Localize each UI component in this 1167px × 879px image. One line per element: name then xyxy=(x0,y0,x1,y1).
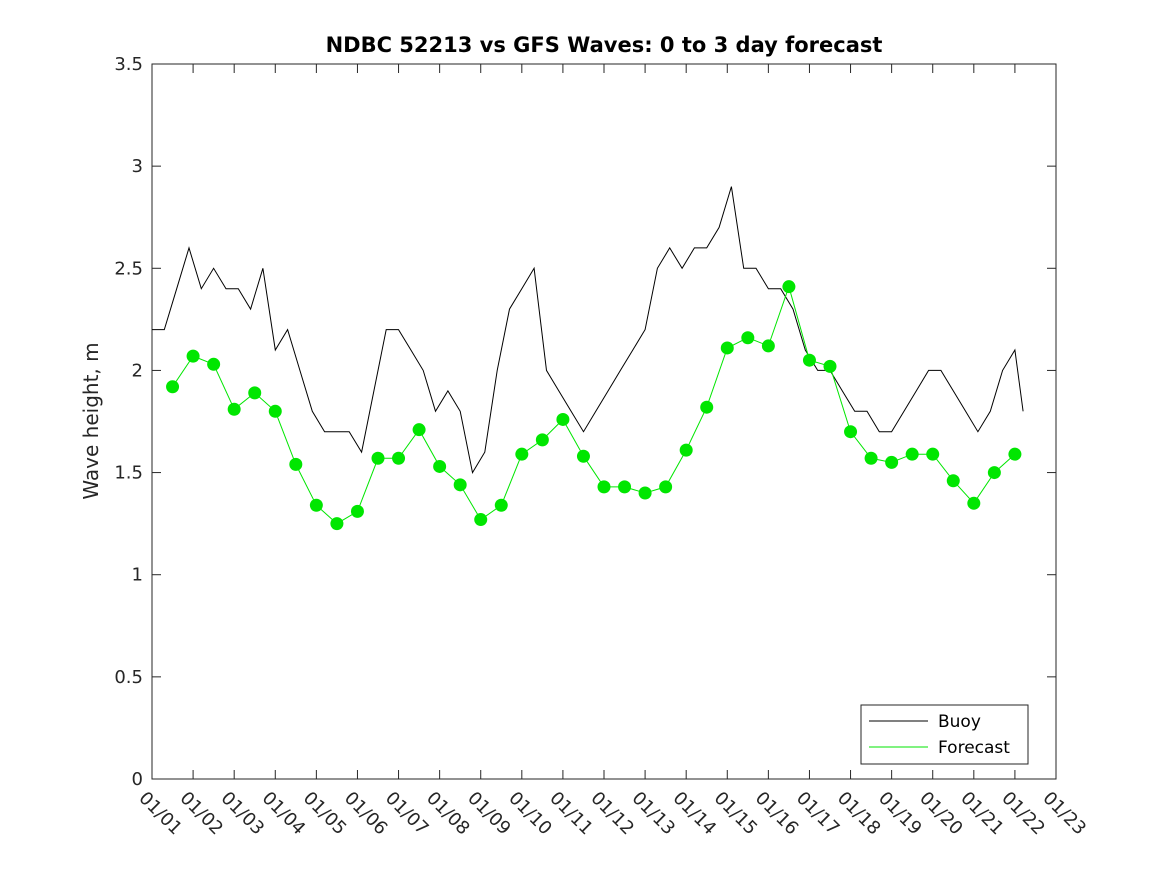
series-layer xyxy=(152,186,1024,531)
forecast-point xyxy=(166,380,180,394)
forecast-point xyxy=(350,504,364,518)
y-tick-label: 3.5 xyxy=(114,54,143,75)
forecast-point xyxy=(330,517,344,531)
y-tick-label: 3 xyxy=(132,156,143,177)
forecast-point xyxy=(535,433,549,447)
y-tick-label: 2 xyxy=(132,360,143,381)
legend-box xyxy=(860,704,1029,765)
forecast-point xyxy=(392,451,406,465)
forecast-point xyxy=(207,357,221,371)
forecast-point xyxy=(679,443,693,457)
y-tick-label: 1 xyxy=(132,565,143,586)
legend-label-forecast: Forecast xyxy=(938,738,1010,758)
forecast-point xyxy=(433,459,447,473)
forecast-point xyxy=(967,496,981,510)
y-tick-label: 1.5 xyxy=(114,463,143,484)
forecast-point xyxy=(720,341,734,355)
forecast-point xyxy=(268,404,282,418)
forecast-point xyxy=(1008,447,1022,461)
forecast-point xyxy=(926,447,940,461)
forecast-point xyxy=(761,339,775,353)
forecast-point xyxy=(659,480,673,494)
y-tick-label: 2.5 xyxy=(114,258,143,279)
forecast-point xyxy=(515,447,529,461)
y-tick-label: 0 xyxy=(132,769,143,790)
forecast-point xyxy=(823,359,837,373)
forecast-point xyxy=(186,349,200,363)
forecast-point xyxy=(494,498,508,512)
forecast-point xyxy=(248,386,262,400)
forecast-point xyxy=(885,455,899,469)
legend: Buoy Forecast xyxy=(860,704,1029,765)
plot-area xyxy=(151,63,1057,780)
y-axis-label: Wave height, m xyxy=(79,342,103,499)
forecast-point xyxy=(576,449,590,463)
forecast-point xyxy=(412,423,426,437)
forecast-point xyxy=(289,457,303,471)
forecast-point xyxy=(864,451,878,465)
forecast-point xyxy=(741,331,755,345)
forecast-point xyxy=(987,466,1001,480)
forecast-point xyxy=(618,480,632,494)
legend-label-buoy: Buoy xyxy=(938,712,981,732)
forecast-point xyxy=(371,451,385,465)
forecast-point xyxy=(309,498,323,512)
y-axis: 0 0.5 1 1.5 2 2.5 3 3.5 xyxy=(114,54,1056,790)
forecast-point xyxy=(700,400,714,414)
forecast-point xyxy=(474,513,488,527)
forecast-point xyxy=(453,478,467,492)
forecast-point xyxy=(844,425,858,439)
forecast-point xyxy=(946,474,960,488)
chart-title: NDBC 52213 vs GFS Waves: 0 to 3 day fore… xyxy=(326,33,883,57)
forecast-point xyxy=(227,402,241,416)
forecast-point xyxy=(556,412,570,426)
forecast-point xyxy=(802,353,816,367)
forecast-point xyxy=(782,280,796,294)
y-tick-label: 0.5 xyxy=(114,667,143,688)
forecast-point xyxy=(638,486,652,500)
series-line-buoy xyxy=(152,186,1024,474)
forecast-point xyxy=(905,447,919,461)
forecast-point xyxy=(597,480,611,494)
